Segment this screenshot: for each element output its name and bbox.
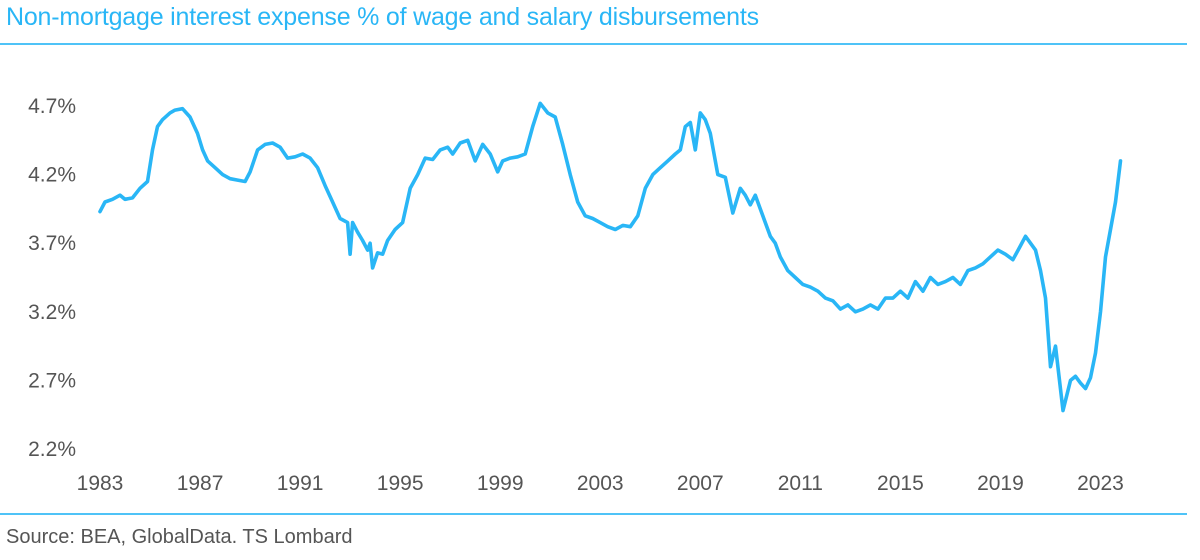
x-tick-label: 1995 <box>377 472 424 495</box>
x-tick-label: 2015 <box>877 472 924 495</box>
x-tick-label: 2007 <box>677 472 724 495</box>
x-tick-label: 2023 <box>1077 472 1124 495</box>
y-tick-label: 3.2% <box>28 301 76 324</box>
y-axis-tick-labels: 2.2% 2.7% 3.2% 3.7% 4.2% 4.7% <box>28 95 76 461</box>
y-tick-label: 4.7% <box>28 95 76 118</box>
x-tick-label: 1999 <box>477 472 524 495</box>
series-line <box>98 101 1123 413</box>
title-rule <box>0 43 1187 45</box>
chart-title: Non-mortgage interest expense % of wage … <box>6 3 759 31</box>
x-tick-label: 2019 <box>977 472 1024 495</box>
x-axis-tick-labels: 1983 1987 1991 1995 1999 2003 2007 2011 2015 2019… <box>77 472 1124 495</box>
source-rule <box>0 513 1187 515</box>
x-tick-label: 1991 <box>277 472 324 495</box>
x-tick-label: 2003 <box>577 472 624 495</box>
line-chart: 2.2% 2.7% 3.2% 3.7% 4.2% 4.7% 1983 1987 1991 199… <box>28 95 1124 495</box>
y-tick-label: 3.7% <box>28 232 76 255</box>
y-tick-label: 2.7% <box>28 369 76 392</box>
x-tick-label: 2011 <box>778 472 823 495</box>
y-tick-label: 4.2% <box>28 164 76 187</box>
x-tick-label: 1987 <box>177 472 224 495</box>
y-tick-label: 2.2% <box>28 438 76 461</box>
source-note: Source: BEA, GlobalData. TS Lombard <box>6 526 353 548</box>
x-tick-label: 1983 <box>77 472 124 495</box>
